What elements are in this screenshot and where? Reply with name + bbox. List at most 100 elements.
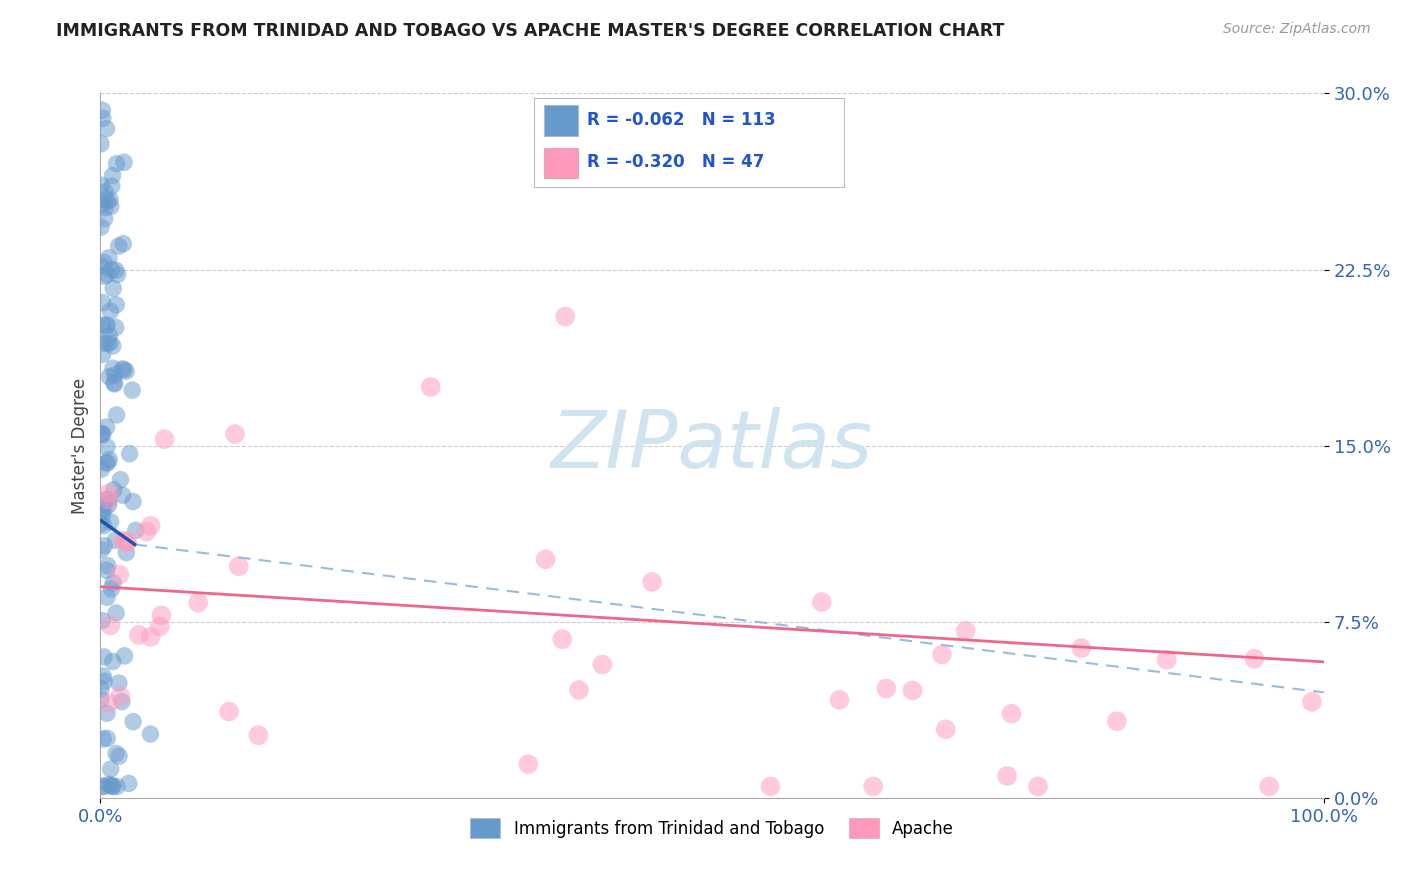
- Point: [93, 539, 115, 553]
- Point: [90, 426, 112, 441]
- Point: [98, 618, 121, 632]
- Point: [153, 432, 176, 446]
- Point: [1243, 651, 1265, 665]
- Point: [139, 630, 162, 644]
- Point: [93, 502, 115, 516]
- Text: Source: ZipAtlas.com: Source: ZipAtlas.com: [1223, 22, 1371, 37]
- Point: [112, 236, 135, 251]
- Point: [100, 582, 122, 596]
- Point: [90, 136, 112, 151]
- Point: [875, 681, 897, 696]
- Point: [98, 328, 121, 343]
- Point: [94, 192, 117, 206]
- Point: [93, 780, 115, 794]
- Point: [995, 769, 1018, 783]
- Point: [96, 563, 118, 577]
- Point: [93, 269, 115, 284]
- Point: [517, 757, 540, 772]
- Point: [100, 515, 122, 529]
- Point: [105, 747, 128, 761]
- Point: [91, 318, 114, 332]
- Point: [97, 492, 120, 507]
- Point: [97, 492, 120, 507]
- Point: [101, 780, 124, 794]
- Point: [1026, 780, 1049, 794]
- Point: [100, 762, 122, 776]
- Point: [93, 649, 115, 664]
- Point: [862, 780, 884, 794]
- Point: [100, 778, 122, 792]
- Point: [139, 727, 162, 741]
- Bar: [544, 105, 578, 136]
- Point: [901, 683, 924, 698]
- Point: [591, 657, 613, 672]
- Point: [93, 255, 115, 269]
- Point: [104, 533, 127, 548]
- Point: [551, 632, 574, 647]
- Point: [94, 201, 117, 215]
- Point: [107, 268, 129, 282]
- Point: [104, 368, 127, 382]
- Point: [97, 456, 120, 470]
- Point: [1000, 706, 1022, 721]
- Point: [931, 648, 953, 662]
- Point: [122, 494, 145, 508]
- Point: [114, 648, 136, 663]
- Point: [96, 336, 118, 351]
- Point: [935, 723, 957, 737]
- Point: [112, 155, 135, 169]
- Point: [105, 156, 128, 170]
- Point: [90, 681, 112, 696]
- Point: [534, 552, 557, 566]
- Point: [91, 503, 114, 517]
- Point: [91, 669, 114, 683]
- Point: [110, 473, 132, 487]
- Point: [91, 112, 114, 126]
- Point: [97, 486, 120, 500]
- Point: [1105, 714, 1128, 729]
- Point: [90, 542, 112, 557]
- Point: [96, 121, 118, 136]
- Point: [91, 508, 114, 523]
- Point: [90, 427, 112, 442]
- Point: [101, 780, 124, 794]
- Point: [90, 462, 112, 476]
- Point: [554, 310, 576, 324]
- Point: [96, 456, 118, 470]
- Point: [90, 197, 112, 211]
- Point: [568, 683, 591, 698]
- Point: [90, 516, 112, 531]
- Point: [97, 194, 120, 208]
- Point: [115, 364, 138, 378]
- Point: [90, 220, 112, 235]
- Point: [1070, 641, 1092, 656]
- Point: [115, 534, 138, 549]
- Point: [135, 524, 157, 539]
- Point: [103, 376, 125, 390]
- Point: [107, 239, 129, 253]
- Point: [112, 363, 135, 377]
- Point: [111, 488, 134, 502]
- Point: [91, 731, 114, 746]
- Point: [110, 689, 132, 703]
- Point: [100, 304, 122, 318]
- Point: [100, 179, 122, 194]
- Point: [101, 361, 124, 376]
- Point: [111, 362, 134, 376]
- Point: [104, 376, 127, 391]
- Point: [91, 427, 114, 442]
- Point: [100, 262, 122, 277]
- Point: [105, 408, 128, 422]
- Point: [228, 559, 250, 574]
- Point: [91, 260, 114, 274]
- Point: [187, 596, 209, 610]
- Point: [149, 619, 172, 633]
- Point: [118, 776, 141, 790]
- Point: [96, 731, 118, 746]
- Point: [91, 347, 114, 361]
- Text: IMMIGRANTS FROM TRINIDAD AND TOBAGO VS APACHE MASTER'S DEGREE CORRELATION CHART: IMMIGRANTS FROM TRINIDAD AND TOBAGO VS A…: [56, 22, 1005, 40]
- Point: [139, 518, 162, 533]
- Point: [105, 606, 128, 620]
- Point: [810, 595, 832, 609]
- Point: [101, 169, 124, 183]
